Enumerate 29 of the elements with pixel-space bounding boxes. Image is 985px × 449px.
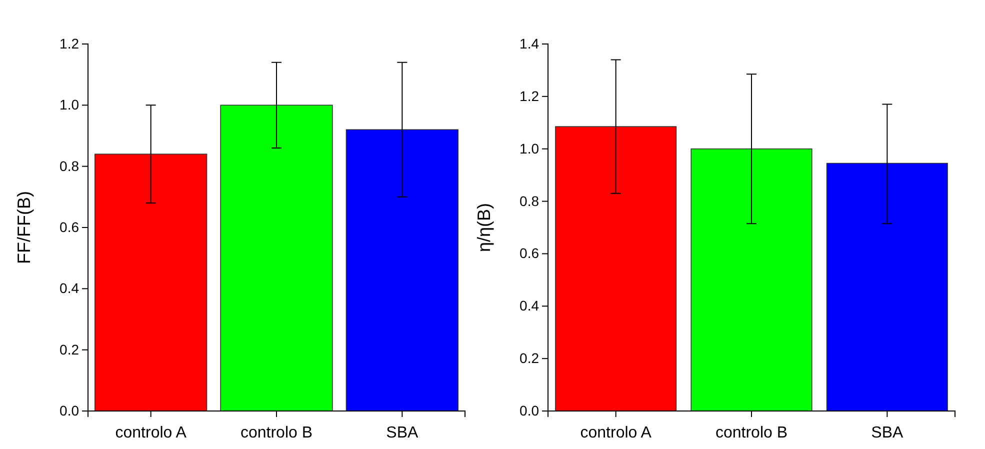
y-tick-label: 0.8: [520, 192, 540, 209]
x-tick-label: controlo B: [715, 424, 788, 442]
y-tick-label: 1.2: [60, 35, 80, 52]
y-tick-label: 0.6: [60, 218, 80, 235]
y-tick-label: 0.2: [60, 341, 80, 358]
y-axis-title: η/η(B): [474, 202, 494, 252]
y-axis-title: FF/FF(B): [14, 191, 34, 264]
y-tick-label: 0.0: [520, 402, 540, 418]
bar: [555, 126, 677, 412]
x-tick-label: controlo B: [240, 424, 313, 442]
x-tick-label: SBA: [871, 424, 904, 442]
y-tick-label: 0.2: [520, 350, 540, 366]
y-tick-label: 0.4: [520, 298, 540, 314]
y-tick-label: 0.6: [520, 245, 540, 262]
y-tick-label: 1.0: [520, 140, 540, 156]
y-tick-label: 0.4: [60, 280, 80, 296]
bar: [94, 154, 208, 412]
bar: [346, 129, 458, 412]
y-tick-label: 0.8: [60, 158, 80, 174]
y-tick-label: 0.0: [60, 402, 80, 418]
x-tick-label: controlo A: [580, 424, 652, 442]
bar: [220, 104, 333, 412]
y-tick-label: 1.4: [520, 35, 540, 52]
y-tick-label: 1.0: [60, 96, 80, 113]
x-tick-label: controlo A: [115, 424, 187, 442]
bar: [690, 148, 812, 412]
y-tick-label: 1.2: [520, 88, 540, 104]
bar: [826, 162, 948, 412]
x-tick-label: SBA: [386, 424, 419, 442]
